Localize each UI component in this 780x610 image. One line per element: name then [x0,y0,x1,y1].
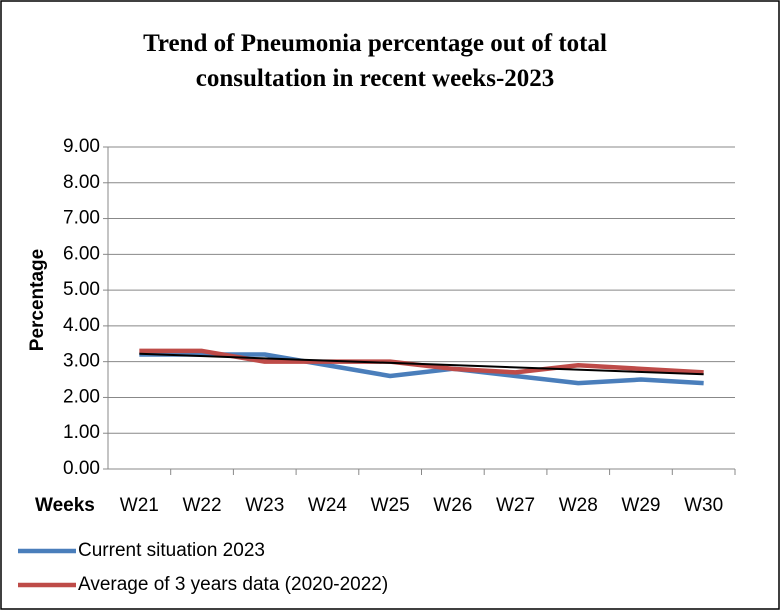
y-tick-label: 9.00 [63,136,100,157]
legend-label: Average of 3 years data (2020-2022) [78,574,388,595]
x-tick-label: W27 [496,495,535,516]
legend-label: Current situation 2023 [78,540,265,561]
chart-title: Trend of Pneumonia percentage out of tot… [143,30,607,92]
x-tick-label: W21 [120,495,159,516]
x-tick-label: W28 [559,495,598,516]
x-tick-label: W26 [433,495,472,516]
y-tick-label: 3.00 [63,351,100,372]
x-tick-label: W22 [183,495,222,516]
x-tick-label: W29 [621,495,660,516]
x-axis-label: Weeks [35,495,95,516]
y-tick-label: 1.00 [63,422,100,443]
x-tick-label: W25 [371,495,410,516]
x-tick-label: W30 [684,495,723,516]
y-tick-label: 7.00 [63,208,100,229]
y-tick-label: 6.00 [63,243,100,264]
y-tick-label: 8.00 [63,172,100,193]
y-tick-label: 4.00 [63,315,100,336]
y-tick-label: 5.00 [63,279,100,300]
y-axis-label: Percentage [27,249,48,351]
y-tick-label: 2.00 [63,386,100,407]
y-tick-label: 0.00 [63,458,100,479]
x-tick-label: W24 [308,495,348,516]
trendline [139,352,704,376]
x-tick-label: W23 [245,495,284,516]
